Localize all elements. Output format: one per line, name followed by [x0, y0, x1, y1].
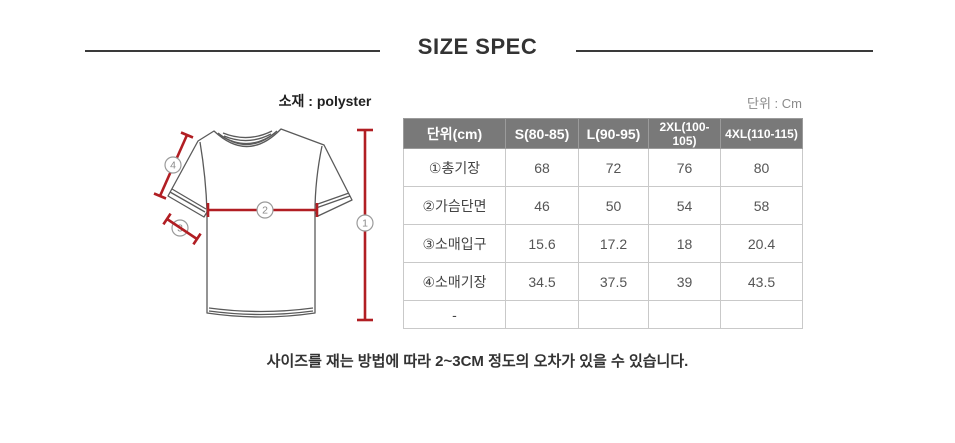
- marker-4-number: 4: [170, 160, 176, 172]
- marker-1: 1: [356, 214, 374, 232]
- material-label: 소재 : polyster: [278, 93, 372, 109]
- cell-value: 43.5: [720, 262, 803, 301]
- cell-value: 15.6: [505, 224, 579, 263]
- col-header-unit: 단위(cm): [403, 118, 506, 149]
- cell-value: 54: [648, 186, 721, 225]
- marker-4: 4: [164, 156, 182, 174]
- cell-value: 37.5: [578, 262, 649, 301]
- cell-value: 80: [720, 148, 803, 187]
- page-title: SIZE SPEC: [417, 34, 538, 59]
- cell-value: 76: [648, 148, 721, 187]
- cell-value: 34.5: [505, 262, 579, 301]
- table-row: ③소매입구 15.6 17.2 18 20.4: [403, 224, 803, 263]
- tshirt-measurement-diagram: 3 1 2: [153, 128, 374, 322]
- col-header-s: S(80-85): [505, 118, 579, 149]
- table-header-row: 단위(cm) S(80-85) L(90-95) 2XL(100-105) 4X…: [403, 118, 803, 149]
- cell-value: 50: [578, 186, 649, 225]
- cell-value: 39: [648, 262, 721, 301]
- row-label-sleeve-length: ④소매기장: [403, 262, 506, 301]
- size-spec-table: 단위(cm) S(80-85) L(90-95) 2XL(100-105) 4X…: [403, 118, 803, 329]
- title-divider-left: [85, 50, 380, 52]
- row-label-total-length: ①총기장: [403, 148, 506, 187]
- col-header-2xl: 2XL(100-105): [648, 118, 721, 149]
- table-row: -: [403, 300, 803, 329]
- row-label-empty: -: [403, 300, 506, 329]
- col-header-4xl: 4XL(110-115): [720, 118, 803, 149]
- table-row: ②가슴단면 46 50 54 58: [403, 186, 803, 225]
- measure-line-3: [166, 217, 198, 241]
- cell-value: 68: [505, 148, 579, 187]
- cell-value: 20.4: [720, 224, 803, 263]
- marker-1-number: 1: [362, 218, 368, 230]
- cell-value: 17.2: [578, 224, 649, 263]
- cell-value: 46: [505, 186, 579, 225]
- title-divider-right: [576, 50, 873, 52]
- marker-2: 2: [256, 201, 274, 219]
- unit-note: 단위 : Cm: [747, 96, 802, 111]
- col-header-l: L(90-95): [578, 118, 649, 149]
- row-label-chest-width: ②가슴단면: [403, 186, 506, 225]
- cell-value: [720, 300, 803, 329]
- cell-value: [578, 300, 649, 329]
- cell-value: 58: [720, 186, 803, 225]
- tshirt-outline-icon: [167, 128, 353, 318]
- cell-value: [505, 300, 579, 329]
- table-row: ④소매기장 34.5 37.5 39 43.5: [403, 262, 803, 301]
- cell-value: [648, 300, 721, 329]
- marker-2-number: 2: [262, 205, 268, 217]
- cell-value: 72: [578, 148, 649, 187]
- row-label-sleeve-opening: ③소매입구: [403, 224, 506, 263]
- table-row: ①총기장 68 72 76 80: [403, 148, 803, 187]
- cell-value: 18: [648, 224, 721, 263]
- size-disclaimer: 사이즈를 재는 방법에 따라 2~3CM 정도의 오차가 있을 수 있습니다.: [266, 353, 689, 370]
